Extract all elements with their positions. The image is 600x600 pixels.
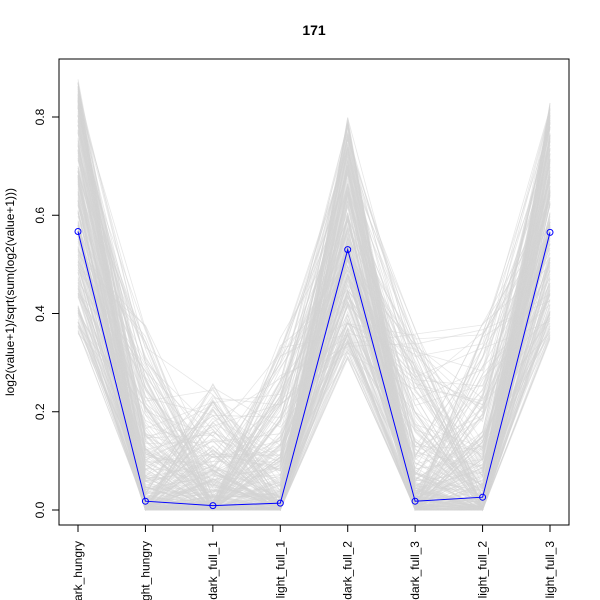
background-series-line [77, 138, 551, 511]
x-tick-label: light_full_3 [543, 541, 557, 599]
x-tick-label: dark_hungry [71, 541, 85, 600]
background-series-line [77, 154, 551, 511]
highlight-series-point [411, 497, 419, 505]
x-tick-label: light_full_2 [476, 541, 490, 599]
y-axis-label: log2(value+1)/sqrt(sum(log2(value+1))) [3, 188, 17, 396]
highlight-series-point [209, 502, 217, 510]
x-tick-label: dark_full_1 [206, 541, 220, 600]
background-series-line [77, 111, 551, 511]
x-tick-label: light_full_1 [273, 541, 287, 599]
background-series-line [77, 202, 551, 511]
chart-title: 171 [302, 22, 326, 38]
y-tick-label: 0.0 [33, 501, 47, 518]
background-series-line [77, 149, 551, 504]
y-tick-label: 0.4 [33, 305, 47, 322]
highlight-series-point [344, 246, 352, 254]
highlight-series-point [74, 228, 82, 235]
x-axis: dark_hungry light_hungry dark_full_1 light_… [71, 524, 557, 600]
background-series-line [77, 135, 551, 511]
highlight-series-point [479, 493, 487, 501]
background-series-line [77, 131, 551, 511]
background-series-line [77, 177, 551, 511]
y-tick-label: 0.8 [33, 108, 47, 125]
background-series-line [77, 122, 551, 510]
y-tick-label: 0.2 [33, 403, 47, 420]
background-series-line [77, 139, 551, 511]
background-series-line [77, 91, 551, 503]
y-axis: 0.0 0.2 0.4 0.6 0.8 [33, 108, 60, 518]
background-series-line [77, 131, 551, 511]
x-tick-label: dark_full_3 [408, 541, 422, 600]
x-tick-label: light_hungry [138, 541, 152, 600]
background-series-line [77, 115, 551, 511]
background-series-line [77, 109, 551, 496]
background-series-line [77, 213, 551, 510]
highlight-series-point [546, 228, 554, 236]
background-series-line [77, 121, 551, 511]
background-series-line [77, 177, 551, 463]
highlight-series-group [74, 228, 554, 510]
x-tick-label: dark_full_2 [341, 541, 355, 600]
highlight-series-point [141, 497, 149, 505]
background-series-line [77, 126, 551, 510]
background-series-line [77, 82, 551, 509]
background-series-line [77, 213, 551, 512]
highlight-series-point [276, 499, 284, 507]
highlight-series-line [77, 231, 551, 507]
y-tick-label: 0.6 [33, 207, 47, 224]
